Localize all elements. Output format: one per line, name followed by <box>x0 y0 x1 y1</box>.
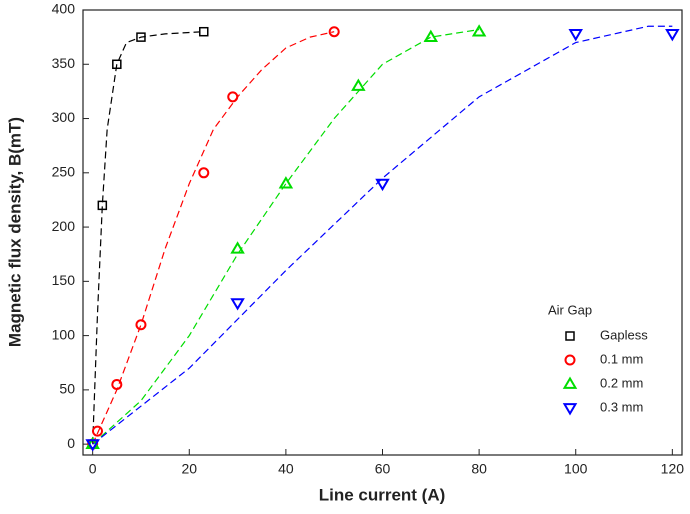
marker <box>665 29 680 42</box>
x-axis-title: Line current (A) <box>319 485 446 504</box>
marker <box>230 298 245 311</box>
marker <box>375 178 390 192</box>
y-tick-label: 350 <box>52 55 76 71</box>
legend-label: 0.2 mm <box>600 375 643 390</box>
x-tick-label: 40 <box>278 461 294 477</box>
marker <box>230 241 245 254</box>
y-tick-label: 400 <box>52 1 76 17</box>
y-tick-label: 250 <box>52 164 76 180</box>
fit-line <box>92 31 335 445</box>
y-tick-label: 100 <box>52 326 76 342</box>
marker <box>328 26 340 38</box>
marker <box>199 26 209 37</box>
marker <box>135 319 147 331</box>
marker <box>568 29 583 42</box>
y-tick-label: 50 <box>59 381 75 397</box>
fit-line <box>92 28 480 445</box>
marker <box>278 176 294 189</box>
legend-label: 0.3 mm <box>600 399 643 414</box>
marker <box>471 24 487 37</box>
marker <box>91 425 103 437</box>
x-tick-label: 80 <box>471 461 487 477</box>
y-tick-label: 300 <box>52 109 76 125</box>
legend-marker <box>562 403 578 416</box>
x-tick-label: 0 <box>89 461 97 477</box>
y-tick-label: 200 <box>52 218 76 234</box>
x-tick-label: 100 <box>564 461 588 477</box>
marker <box>85 439 100 452</box>
plot-frame <box>82 9 683 456</box>
marker <box>227 91 239 103</box>
marker <box>351 78 366 91</box>
x-tick-label: 20 <box>181 461 197 477</box>
legend-title: Air Gap <box>548 302 592 317</box>
marker <box>97 200 108 211</box>
y-tick-label: 0 <box>67 435 75 451</box>
marker <box>423 29 439 42</box>
marker <box>136 32 146 42</box>
y-tick-label: 150 <box>52 272 76 288</box>
legend-label: Gapless <box>600 327 648 342</box>
x-tick-label: 120 <box>661 461 685 477</box>
fit-line <box>92 31 204 445</box>
marker <box>198 167 210 179</box>
fit-line <box>92 25 673 445</box>
marker <box>112 59 122 70</box>
marker <box>111 378 123 390</box>
y-axis-title: Magnetic flux density, B(mT) <box>5 117 24 347</box>
legend-marker <box>562 376 578 389</box>
x-tick-label: 60 <box>375 461 391 477</box>
legend-marker <box>565 331 575 341</box>
legend-label: 0.1 mm <box>600 351 643 366</box>
legend-marker <box>564 354 576 366</box>
